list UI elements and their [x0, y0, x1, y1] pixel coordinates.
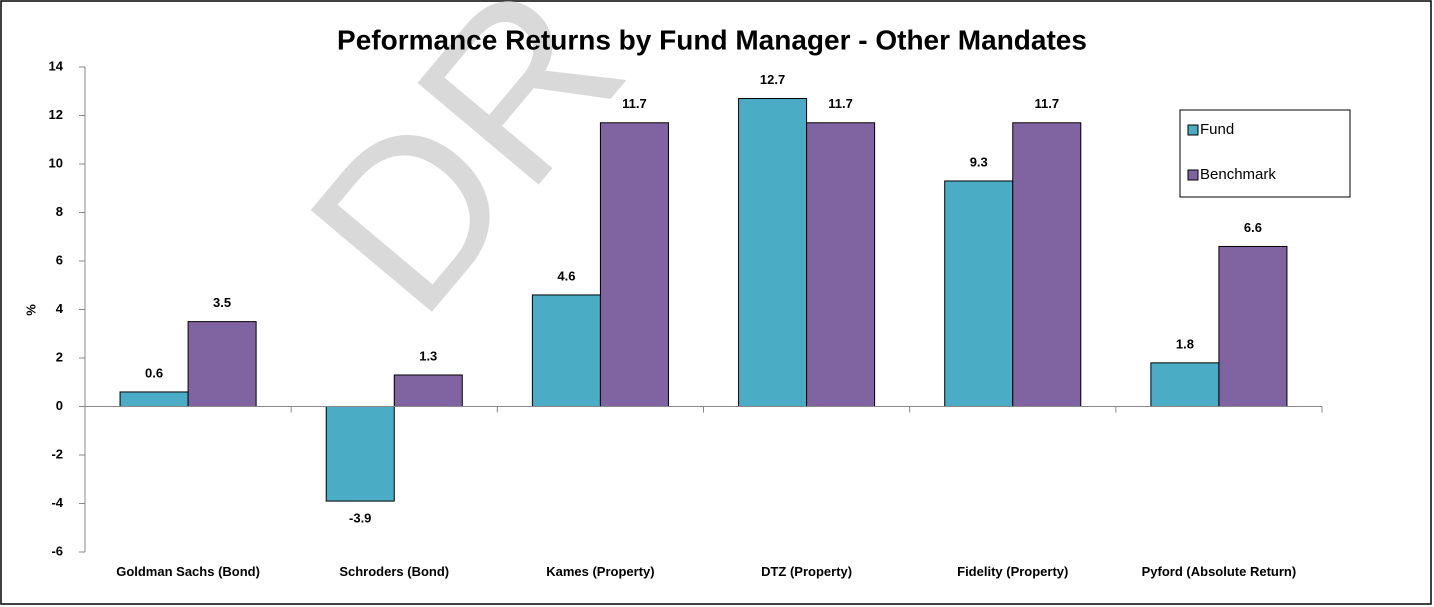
legend-swatch	[1187, 124, 1199, 136]
x-tick-label: Schroders (Bond)	[339, 564, 450, 579]
legend-box	[1179, 109, 1351, 198]
bar	[1012, 122, 1082, 408]
x-tick-label: Kames (Property)	[546, 564, 655, 579]
data-label: 11.7	[622, 96, 647, 111]
y-tick-label: 10	[49, 155, 63, 170]
bar	[119, 391, 189, 408]
y-tick-label: -6	[51, 543, 63, 558]
data-label: 11.7	[1034, 96, 1059, 111]
bar	[1150, 362, 1220, 408]
x-tick-label: Goldman Sachs (Bond)	[116, 564, 260, 579]
data-label: 1.8	[1176, 336, 1194, 351]
data-label: 9.3	[970, 154, 988, 169]
y-axis-label: %	[23, 304, 38, 316]
y-tick-label: 6	[56, 252, 63, 267]
bar	[531, 294, 601, 408]
data-label: -3.9	[349, 511, 371, 526]
bar	[599, 122, 669, 408]
x-tick-label: Fidelity (Property)	[957, 564, 1069, 579]
bar	[806, 122, 876, 408]
data-label: 4.6	[557, 268, 575, 283]
bar	[1218, 245, 1288, 407]
y-tick-label: -2	[51, 446, 63, 461]
bar	[325, 406, 395, 502]
x-tick-label: Pyford (Absolute Return)	[1141, 564, 1297, 579]
y-tick-label: 12	[49, 107, 63, 122]
bar	[738, 98, 808, 408]
legend-label: Fund	[1200, 121, 1234, 138]
chart-title: Peformance Returns by Fund Manager - Oth…	[337, 24, 1087, 55]
y-tick-label: 2	[56, 349, 63, 364]
legend-label: Benchmark	[1200, 166, 1276, 183]
x-tick-label: DTZ (Property)	[761, 564, 853, 579]
y-tick-label: 14	[49, 58, 64, 73]
y-tick-label: 0	[56, 398, 63, 413]
data-label: 11.7	[828, 96, 853, 111]
y-tick-label: -4	[51, 495, 63, 510]
bar	[944, 180, 1014, 407]
legend-swatch	[1187, 169, 1199, 181]
data-label: 1.3	[419, 348, 437, 363]
data-label: 12.7	[760, 72, 785, 87]
y-tick-label: 8	[56, 204, 63, 219]
data-label: 0.6	[145, 365, 163, 380]
data-label: 3.5	[213, 295, 231, 310]
bar	[393, 374, 463, 408]
y-tick-label: 4	[56, 301, 64, 316]
bar	[187, 321, 257, 407]
data-label: 6.6	[1244, 220, 1262, 235]
